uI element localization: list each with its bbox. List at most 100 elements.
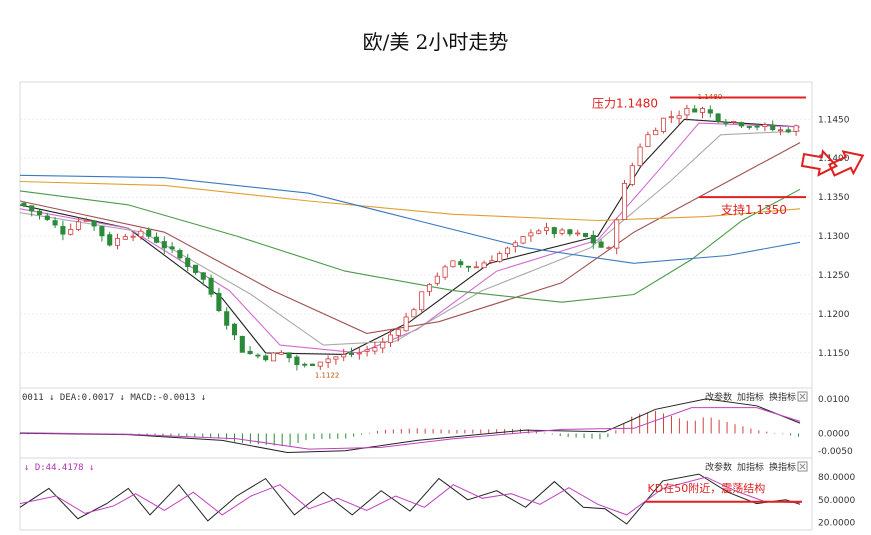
candle-body <box>263 355 269 361</box>
candle-body <box>754 125 760 128</box>
candle-body <box>231 323 238 336</box>
kd-close-icon-x <box>799 463 806 470</box>
candle-body <box>364 349 370 352</box>
price-tick-label: 1.1300 <box>818 232 850 242</box>
candle-body <box>107 234 113 246</box>
candle-body <box>83 219 89 222</box>
candle-body <box>309 363 316 366</box>
macd-line <box>19 407 801 450</box>
candle-body <box>317 361 323 367</box>
candle-body <box>660 117 667 133</box>
candle-body <box>130 235 136 238</box>
candle-body <box>504 247 511 255</box>
kd-switch-indicator-button[interactable]: 换指标 <box>769 461 796 473</box>
candle-body <box>153 236 160 243</box>
candle-body <box>36 210 43 216</box>
candle-body <box>52 220 58 226</box>
candle-body <box>395 329 401 336</box>
candle-body <box>387 334 394 343</box>
candle-body <box>699 108 706 113</box>
moving-average-line <box>19 174 801 264</box>
kd-edit-params-button[interactable]: 改参数 <box>705 461 732 473</box>
candle-body <box>419 291 425 311</box>
macd-line <box>19 398 801 454</box>
candle-body <box>668 116 674 119</box>
level-label: 支持1.1350 <box>721 202 787 217</box>
price-tick-label: 1.1350 <box>818 193 850 203</box>
candle-body <box>614 219 620 249</box>
candle-body <box>21 202 27 207</box>
moving-average-line <box>19 118 801 355</box>
candle-body <box>44 215 50 220</box>
candle-body <box>60 226 66 235</box>
candle-body <box>411 309 417 318</box>
support-resistance-levels: 压力1.1480 支持1.1350 <box>592 96 806 217</box>
candle-body <box>114 238 121 246</box>
candle-body <box>239 335 245 353</box>
kd-close-icon[interactable] <box>797 461 808 472</box>
candle-body <box>582 232 589 238</box>
candle-body <box>458 261 464 266</box>
candle-body <box>738 122 745 127</box>
price-tick-label: 1.1200 <box>818 310 850 320</box>
candle-body <box>325 358 331 363</box>
macd-header: 0011 ↓ DEA:0.0017 ↓ MACD:-0.0013 ↓ <box>22 393 206 403</box>
trend-arrow-icon-2 <box>828 150 865 177</box>
macd-tick-label: -0.0050 <box>818 447 853 457</box>
candle-body <box>645 134 651 147</box>
candle-body <box>224 311 230 326</box>
candle-body <box>185 257 191 267</box>
kd-tick-label: 50.0000 <box>818 496 855 506</box>
candle-body <box>793 125 799 132</box>
macd-tick-label: 0.0000 <box>818 430 850 440</box>
macd-switch-indicator-button[interactable]: 换指标 <box>769 391 796 403</box>
candle-body <box>637 146 643 167</box>
macd-add-indicator-button[interactable]: 加指标 <box>737 391 764 403</box>
trend-arrow-icon <box>800 149 839 177</box>
candle-body <box>434 275 440 284</box>
candle-body <box>762 124 768 127</box>
macd-edit-params-button[interactable]: 改参数 <box>705 391 732 403</box>
candle-body <box>302 363 308 366</box>
candle-body <box>216 292 222 311</box>
candle-body <box>536 230 542 234</box>
moving-average-line <box>19 122 801 354</box>
candle-body <box>777 129 784 132</box>
candle-body <box>528 232 534 237</box>
candle-body <box>520 236 526 244</box>
candle-body <box>551 227 557 235</box>
candle-body <box>692 108 698 113</box>
candle-body <box>333 356 339 360</box>
candle-body <box>629 165 635 185</box>
candle-body <box>465 265 472 268</box>
price-axis-ticks: 1.1150 1.1200 1.1250 1.1300 1.1350 1.1400 1.14… <box>818 115 850 359</box>
moving-average-line <box>19 130 801 346</box>
macd-histogram <box>19 411 800 447</box>
price-annotation: 1.1122 <box>315 372 340 380</box>
kd-line <box>19 476 801 516</box>
candle-body <box>746 126 752 128</box>
price-tick-label: 1.1250 <box>818 271 850 281</box>
kd-add-indicator-button[interactable]: 加指标 <box>737 461 764 473</box>
candle-body <box>598 241 604 248</box>
candle-body <box>567 229 573 235</box>
candle-body <box>200 272 206 280</box>
candle-body <box>247 350 253 355</box>
candle-body <box>278 352 284 355</box>
moving-average-line <box>19 188 801 303</box>
moving-average-line <box>19 180 801 222</box>
candle-body <box>489 260 495 263</box>
candle-body <box>403 316 409 332</box>
candle-body <box>177 250 183 259</box>
macd-close-icon-x <box>799 393 806 400</box>
chart-title: 欧/美 2小时走势 <box>362 30 509 54</box>
macd-close-icon[interactable] <box>797 391 808 402</box>
candle-body <box>122 236 128 240</box>
candle-body <box>208 277 214 295</box>
price-tick-label: 1.1400 <box>818 154 850 164</box>
macd-tick-label: 0.0100 <box>818 395 850 405</box>
candle-body <box>450 260 456 268</box>
candle-body <box>653 129 659 136</box>
candle-body <box>255 354 261 357</box>
candle-body <box>426 284 433 292</box>
